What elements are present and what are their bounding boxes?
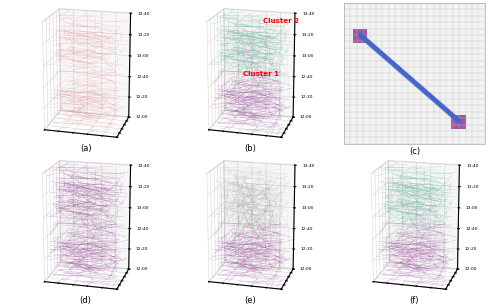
Bar — [353, 29, 367, 43]
Text: (e): (e) — [244, 296, 256, 305]
Text: (d): (d) — [80, 296, 92, 305]
Bar — [452, 115, 466, 129]
Text: (a): (a) — [80, 144, 92, 153]
Text: (c): (c) — [409, 147, 420, 156]
Text: (f): (f) — [410, 296, 419, 305]
Text: (b): (b) — [244, 144, 256, 153]
Text: Cluster 2: Cluster 2 — [263, 18, 299, 24]
Text: Cluster 1: Cluster 1 — [244, 71, 280, 77]
